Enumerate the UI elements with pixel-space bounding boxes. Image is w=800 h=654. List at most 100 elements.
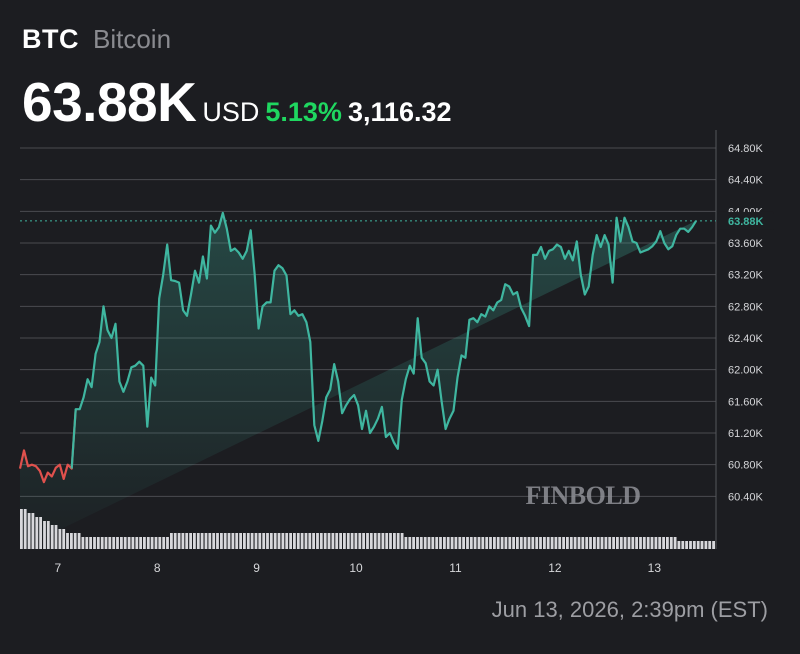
volume-bar — [554, 537, 558, 549]
volume-bar — [516, 537, 519, 549]
volume-bar — [635, 537, 638, 549]
volume-bar — [173, 533, 177, 549]
volume-bar — [43, 521, 46, 549]
volume-bar — [654, 537, 658, 549]
current-price: 63.88K — [22, 71, 197, 133]
volume-bar — [454, 537, 458, 549]
volume-bar — [362, 533, 365, 549]
volume-bar — [35, 517, 39, 549]
volume-bar — [666, 537, 669, 549]
volume-bar — [585, 537, 589, 549]
volume-bar — [439, 537, 442, 549]
volume-bar — [185, 533, 189, 549]
volume-bar — [646, 537, 650, 549]
volume-bar — [539, 537, 542, 549]
volume-bar — [27, 513, 31, 549]
volume-bar — [404, 537, 408, 549]
volume-bar — [604, 537, 608, 549]
volume-bar — [181, 533, 185, 549]
volume-bar — [443, 537, 446, 549]
volume-bar — [350, 533, 354, 549]
volume-bar — [293, 533, 296, 549]
x-tick-label: 13 — [648, 561, 662, 575]
y-tick-label: 62.80K — [728, 301, 764, 313]
volume-bar — [96, 537, 100, 549]
volume-bar — [146, 537, 150, 549]
volume-bar — [527, 537, 531, 549]
current-price-badge: 63.88K — [728, 216, 764, 228]
volume-bar — [358, 533, 362, 549]
volume-bar — [277, 533, 281, 549]
volume-bar — [704, 541, 708, 549]
volume-bar — [577, 537, 581, 549]
volume-bar — [150, 537, 154, 549]
volume-bar — [385, 533, 389, 549]
volume-bar — [458, 537, 462, 549]
volume-bar — [285, 533, 289, 549]
y-tick-label: 60.80K — [728, 460, 764, 472]
volume-bar — [196, 533, 200, 549]
volume-bar — [262, 533, 266, 549]
volume-bar — [343, 533, 346, 549]
volume-bar — [143, 537, 146, 549]
volume-bar — [23, 509, 27, 549]
volume-bar — [123, 537, 127, 549]
volume-bar — [531, 537, 535, 549]
volume-bar — [550, 537, 554, 549]
volume-bar — [189, 533, 192, 549]
x-tick-label: 10 — [349, 561, 363, 575]
volume-bar — [650, 537, 654, 549]
volume-bar — [50, 525, 54, 549]
volume-bar — [523, 537, 527, 549]
volume-bar — [623, 537, 627, 549]
volume-bar — [473, 537, 477, 549]
change-percent: 5.13% — [265, 97, 342, 127]
volume-bar — [373, 533, 377, 549]
volume-bar — [608, 537, 612, 549]
volume-bar — [658, 537, 662, 549]
volume-bar — [250, 533, 254, 549]
volume-bar — [569, 537, 573, 549]
y-tick-label: 61.20K — [728, 428, 764, 440]
volume-bar — [220, 533, 223, 549]
volume-bar — [677, 541, 681, 549]
volume-bar — [489, 537, 492, 549]
volume-bar — [369, 533, 373, 549]
volume-bar — [100, 537, 104, 549]
volume-bar — [412, 537, 415, 549]
volume-bar — [485, 537, 489, 549]
volume-bar — [308, 533, 312, 549]
volume-bar — [316, 533, 319, 549]
volume-bar — [312, 533, 315, 549]
ticker-symbol: BTC — [22, 24, 79, 54]
y-tick-label: 64.80K — [728, 143, 764, 155]
volume-bar — [639, 537, 642, 549]
volume-bar — [462, 537, 465, 549]
change-absolute: 3,116.32 — [347, 97, 452, 127]
volume-bar — [393, 533, 396, 549]
volume-bar — [566, 537, 569, 549]
volume-bar — [193, 533, 196, 549]
y-tick-label: 60.40K — [728, 491, 764, 503]
volume-bar — [504, 537, 508, 549]
volume-bar — [66, 533, 69, 549]
y-tick-label: 62.40K — [728, 333, 764, 345]
volume-bar — [543, 537, 546, 549]
volume-bar — [331, 533, 335, 549]
volume-bar — [593, 537, 596, 549]
volume-bar — [335, 533, 339, 549]
volume-bar — [177, 533, 181, 549]
volume-bar — [54, 525, 58, 549]
volume-layer — [20, 509, 715, 549]
currency-label: USD — [202, 97, 260, 127]
volume-bar — [450, 537, 454, 549]
volume-bar — [700, 541, 704, 549]
volume-bar — [416, 537, 419, 549]
volume-bar — [319, 533, 323, 549]
volume-bar — [400, 533, 404, 549]
volume-bar — [108, 537, 112, 549]
volume-bar — [81, 537, 85, 549]
volume-bar — [304, 533, 308, 549]
volume-bar — [423, 537, 427, 549]
volume-bar — [162, 537, 166, 549]
